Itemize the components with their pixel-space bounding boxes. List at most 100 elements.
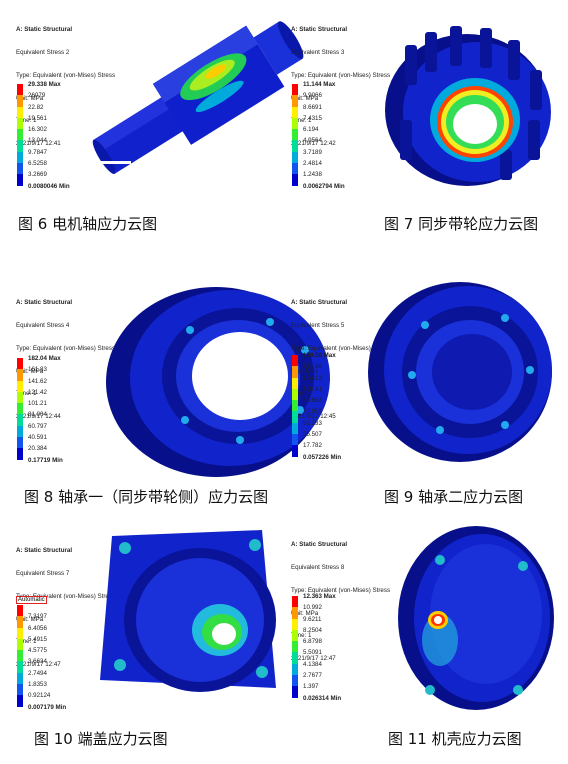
legend-label: 161.83 bbox=[28, 366, 47, 374]
legend-swatch bbox=[292, 445, 298, 457]
legend-swatch bbox=[292, 117, 298, 130]
legend-label: 124.13 bbox=[303, 374, 322, 382]
legend-swatch bbox=[17, 117, 23, 130]
legend-swatch bbox=[292, 663, 298, 676]
legend-swatch bbox=[17, 661, 23, 673]
legend-swatch bbox=[17, 140, 23, 152]
legend-label: 121.42 bbox=[28, 388, 47, 396]
legend-label: 2.7494 bbox=[28, 669, 47, 677]
legend-swatch bbox=[292, 129, 298, 141]
legend-label: 1.2438 bbox=[303, 171, 322, 179]
legend-swatch bbox=[292, 411, 298, 423]
legend-label: 60.797 bbox=[28, 422, 47, 430]
fig7-caption: 图 7 同步带轮应力云图 bbox=[384, 215, 539, 233]
legend-swatch bbox=[17, 448, 23, 460]
legend-label: 53.233 bbox=[303, 419, 322, 427]
legend-label: 7.3197 bbox=[28, 613, 47, 621]
legend-swatch bbox=[17, 95, 23, 107]
legend-label: 0.026314 Min bbox=[303, 694, 342, 702]
fig6-caption: 图 6 电机轴应力云图 bbox=[18, 215, 158, 233]
legend-swatch bbox=[17, 391, 23, 404]
legend-label: 159.58 Max bbox=[303, 352, 336, 359]
legend-swatch bbox=[292, 675, 298, 687]
legend-swatch bbox=[292, 652, 298, 664]
legend-swatch bbox=[17, 684, 23, 696]
legend-label: 9.7847 bbox=[28, 148, 47, 156]
legend-label: 2.4814 bbox=[303, 160, 322, 168]
legend-label: 7.4315 bbox=[303, 114, 322, 122]
legend-swatch bbox=[17, 151, 23, 164]
legend-swatch bbox=[17, 638, 23, 651]
legend-label: 8.2504 bbox=[303, 626, 322, 634]
legend-label: 0.92124 bbox=[28, 692, 51, 700]
legend-label: 0.0062794 Min bbox=[303, 182, 345, 190]
legend-label: 17.782 bbox=[303, 442, 322, 450]
legend-swatch bbox=[292, 140, 298, 152]
legend-mode-badge[interactable]: Automatic bbox=[16, 596, 47, 604]
legend-label: 6.4056 bbox=[28, 624, 47, 632]
legend-swatch bbox=[17, 672, 23, 685]
legend-label: 0.007179 Min bbox=[28, 703, 67, 711]
legend-swatch bbox=[17, 695, 23, 707]
legend-swatch bbox=[292, 618, 298, 630]
legend-swatch bbox=[17, 627, 23, 639]
legend-swatch bbox=[292, 174, 298, 186]
legend-swatch bbox=[292, 355, 298, 367]
legend-label: 141.62 bbox=[28, 377, 47, 385]
legend-label: 101.21 bbox=[28, 400, 47, 408]
legend-swatch bbox=[17, 425, 23, 438]
legend-label: 11.144 Max bbox=[303, 81, 336, 88]
fig9-caption: 图 9 轴承二应力云图 bbox=[384, 488, 524, 506]
legend-swatch bbox=[292, 163, 298, 175]
legend-label: 0.0080046 Min bbox=[28, 182, 70, 190]
legend-label: 26079 bbox=[28, 92, 46, 100]
legend-swatch bbox=[292, 641, 298, 653]
legend-label: 9.6211 bbox=[303, 615, 322, 623]
legend-label: 20.384 bbox=[28, 445, 47, 453]
fig6-header: A: Static Structural Equivalent Stress 2… bbox=[16, 26, 116, 148]
legend-label: 40.591 bbox=[28, 434, 47, 442]
legend-swatch bbox=[292, 422, 298, 435]
legend-label: 81.004 bbox=[28, 411, 47, 419]
legend-swatch bbox=[292, 151, 298, 164]
legend-label: 106.41 bbox=[303, 385, 322, 393]
legend-swatch bbox=[17, 129, 23, 141]
legend-swatch bbox=[17, 380, 23, 392]
fig8-caption: 图 8 轴承一（同步带轮侧）应力云图 bbox=[24, 488, 269, 506]
legend-label: 1.397 bbox=[303, 683, 319, 691]
legend-label: 1.8353 bbox=[28, 681, 47, 689]
legend-label: 4.1384 bbox=[303, 660, 322, 668]
legend-label: 35.507 bbox=[303, 431, 322, 439]
legend-swatch bbox=[292, 607, 298, 619]
legend-label: 29.338 Max bbox=[28, 81, 61, 88]
legend-label: 9.9066 bbox=[303, 92, 322, 100]
fig7-header: A: Static Structural Equivalent Stress 3… bbox=[291, 26, 391, 148]
legend-label: 2.7677 bbox=[303, 672, 322, 680]
legend-swatch bbox=[292, 434, 298, 446]
fig10-caption: 图 10 端盖应力云图 bbox=[34, 730, 168, 748]
legend-label: 3.2669 bbox=[28, 171, 47, 179]
legend-swatch bbox=[292, 106, 298, 118]
legend-label: 4.9564 bbox=[303, 137, 322, 145]
legend-label: 182.04 Max bbox=[28, 355, 61, 362]
legend-swatch bbox=[292, 366, 298, 378]
legend-label: 12.363 Max bbox=[303, 593, 336, 600]
legend-swatch bbox=[292, 84, 298, 96]
legend-label: 141.86 bbox=[303, 363, 322, 371]
legend-swatch bbox=[292, 400, 298, 412]
legend-label: 13.044 bbox=[28, 137, 47, 145]
legend-label: 6.194 bbox=[303, 126, 319, 134]
legend-label: 88.683 bbox=[303, 397, 322, 405]
legend-swatch bbox=[17, 369, 23, 381]
legend-swatch bbox=[292, 596, 298, 608]
legend-swatch bbox=[17, 106, 23, 118]
legend-swatch bbox=[17, 414, 23, 426]
legend-swatch bbox=[292, 388, 298, 401]
legend-label: 16.302 bbox=[28, 126, 47, 134]
